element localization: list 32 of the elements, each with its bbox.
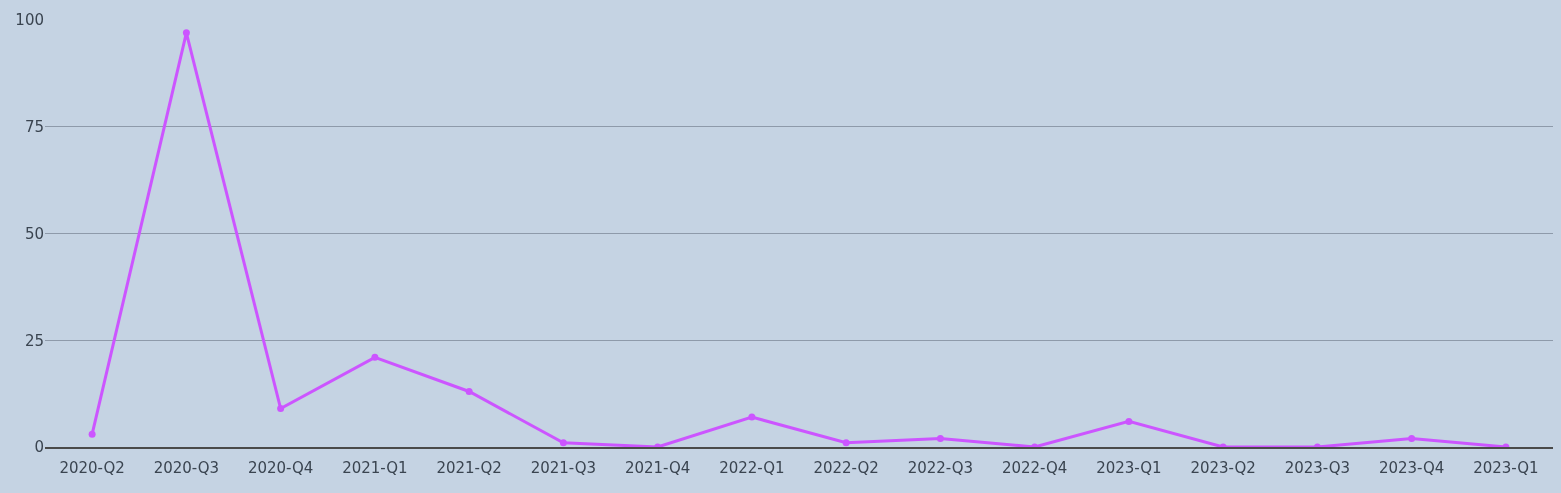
x-tick-label: 2023-Q3	[1284, 459, 1351, 477]
point	[1125, 417, 1133, 425]
point	[277, 405, 285, 413]
x-tick-label: 2021-Q1	[342, 459, 408, 477]
point	[559, 439, 567, 447]
point	[936, 434, 944, 442]
point	[182, 29, 190, 37]
y-tick-label: 0	[34, 438, 44, 457]
x-tick-label: 2020-Q2	[59, 459, 125, 477]
x-tick-label: 2020-Q3	[153, 459, 220, 477]
x-tick-label: 2023-Q1	[1096, 459, 1162, 477]
x-tick-label: 2021-Q3	[530, 459, 597, 477]
point	[1408, 434, 1416, 442]
x-tick-label: 2020-Q4	[247, 459, 314, 477]
y-tick-label: 25	[24, 331, 44, 350]
x-tick-label: 2022-Q1	[719, 459, 785, 477]
x-tick-label: 2021-Q4	[624, 459, 691, 477]
x-tick-label: 2023-Q2	[1190, 459, 1256, 477]
y-tick-label: 100	[15, 11, 44, 30]
x-tick-label: 2022-Q4	[1001, 459, 1068, 477]
point	[371, 353, 379, 361]
x-tick-label: 2022-Q3	[907, 459, 974, 477]
point	[842, 439, 850, 447]
point	[88, 430, 96, 438]
x-tick-label: 2022-Q2	[813, 459, 879, 477]
point	[465, 387, 473, 395]
y-tick-label: 50	[24, 224, 44, 243]
x-tick-label: 2023-Q4	[1378, 459, 1445, 477]
x-tick-label: 2021-Q2	[436, 459, 502, 477]
x-tick-label: 2023-Q1	[1473, 459, 1539, 477]
y-tick-label: 75	[24, 118, 44, 136]
point	[748, 413, 756, 421]
